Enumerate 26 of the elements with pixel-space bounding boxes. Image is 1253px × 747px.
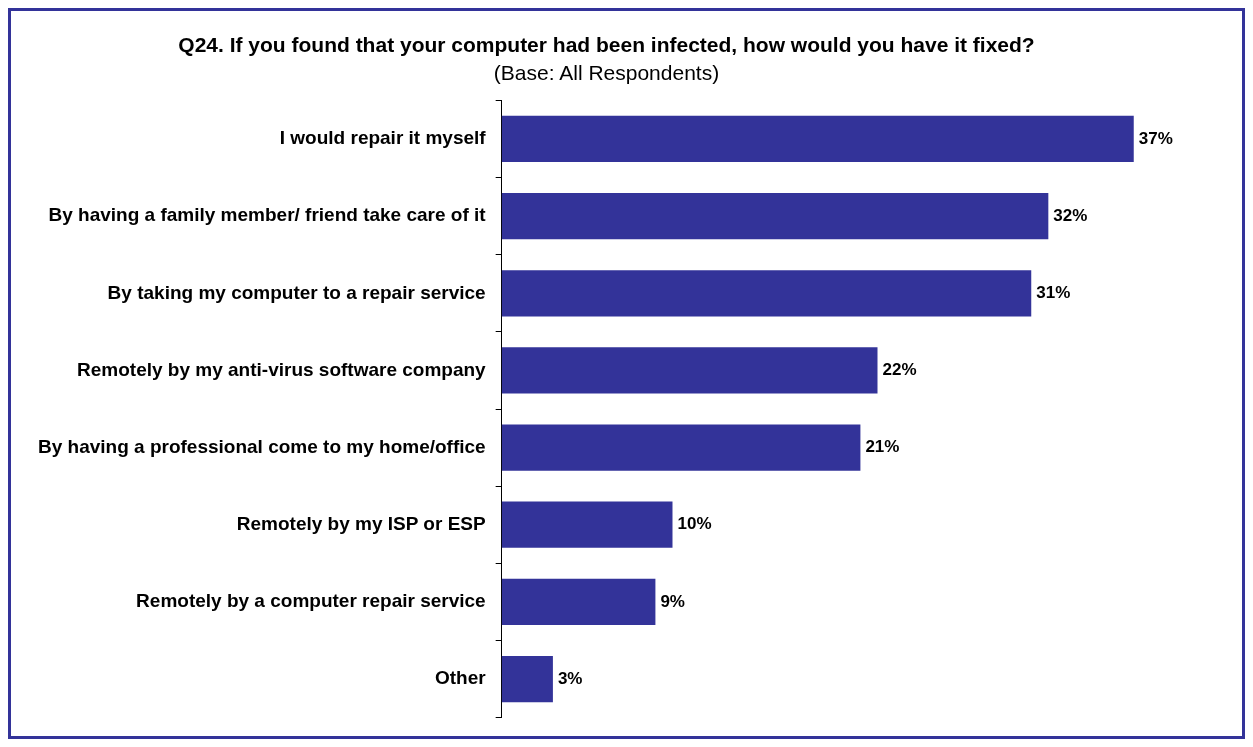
- data-label: 9%: [660, 591, 685, 611]
- bar: [501, 192, 1049, 240]
- y-tick-label: By taking my computer to a repair service: [107, 281, 486, 303]
- chart-title: Q24. If you found that your computer had been infected, how would you have it fixed?: [178, 33, 1035, 57]
- bar: [501, 115, 1134, 163]
- bar: [501, 270, 1032, 317]
- chart-subtitle: (Base: All Respondents): [493, 60, 720, 84]
- data-label: 37%: [1138, 128, 1173, 148]
- data-label: 22%: [882, 360, 917, 380]
- y-tick-label: Remotely by my ISP or ESP: [236, 512, 486, 534]
- data-label: 32%: [1053, 205, 1088, 225]
- y-tick-label: By having a family member/ friend take care of it: [48, 204, 487, 226]
- y-tick-label: I would repair it myself: [279, 127, 487, 149]
- bar: [501, 347, 878, 394]
- y-tick-label: Remotely by a computer repair service: [136, 590, 486, 612]
- bar: [501, 501, 673, 548]
- data-label: 21%: [865, 437, 900, 457]
- y-tick-label: Other: [434, 667, 487, 689]
- y-tick-label: By having a professional come to my home/office: [37, 435, 486, 457]
- y-tick-label: Remotely by my anti-virus software company: [77, 358, 487, 380]
- data-label: 3%: [557, 668, 583, 688]
- bar: [501, 424, 861, 471]
- bar: [501, 578, 656, 626]
- data-label: 31%: [1036, 282, 1071, 302]
- data-label: 10%: [677, 514, 712, 534]
- bar: [501, 655, 553, 703]
